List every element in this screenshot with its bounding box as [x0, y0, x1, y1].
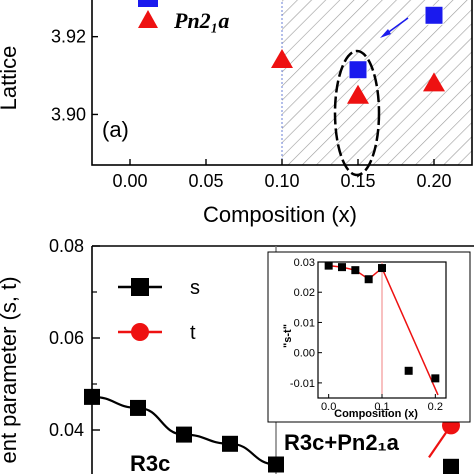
legend-t-label: t	[190, 322, 196, 344]
lattice-y-axis-title: Lattice	[0, 46, 21, 111]
y-tick-label: 0.08	[49, 236, 84, 256]
arrow-annotation	[380, 17, 409, 38]
legend-s: s	[118, 277, 200, 299]
inset-y-tick-label: -0.01	[290, 378, 315, 390]
inset-y-axis-title: "s-t"	[282, 324, 294, 348]
t-series-line	[428, 424, 452, 459]
legend-t: t	[118, 322, 196, 344]
y-tick-label: 3.90	[51, 104, 86, 124]
inset-x-tick-label: 0.0	[321, 401, 336, 413]
legend-square-marker	[138, 0, 158, 7]
x-tick-label: 0.00	[112, 171, 147, 191]
y-tick-label: 3.92	[51, 27, 86, 47]
s-data-point	[176, 426, 192, 443]
inset-data-point	[378, 264, 386, 273]
inset-data-point	[364, 275, 373, 284]
square-marker	[424, 5, 444, 25]
lattice-panel: 0.00 0.05 0.10 0.15 0.20 3.90 3.92 Pn2₁a (a) L…	[0, 0, 473, 227]
lattice-axis-ticks: 0.00 0.05 0.10 0.15 0.20 3.90 3.92	[51, 27, 452, 191]
legend-triangle-marker	[138, 10, 158, 28]
y-tick-label: 0.06	[49, 328, 84, 348]
triangle-marker	[347, 84, 369, 104]
inset-x-tick-label: 0.1	[374, 401, 389, 413]
y-tick-label: 0.04	[49, 420, 84, 440]
composition-x-axis-title: Composition (x)	[203, 202, 357, 227]
inset-data-marks	[324, 261, 440, 396]
inset-y-tick-label: 0.01	[294, 317, 315, 329]
square-marker	[348, 60, 368, 80]
inset-y-tick-label: 0.02	[294, 287, 315, 299]
inset-x-tick-label: 0.2	[428, 401, 443, 413]
inset-data-point	[338, 263, 346, 272]
inset-fit-line	[381, 267, 439, 396]
inset-data-point	[431, 374, 440, 383]
parameter-panel: 0.04 0.06 0.08 s t R3c R3c+Pn2₁a ent param…	[0, 236, 474, 474]
inset-axis-ticks: 0.0 0.1 0.2 0.03 0.02 0.01 0.00 -0.01	[290, 257, 443, 413]
triangle-marker	[423, 72, 445, 92]
inset-plot: 0.0 0.1 0.2 0.03 0.02 0.01 0.00 -0.01 "s-t" Com…	[267, 251, 471, 423]
s-data-point	[84, 388, 100, 405]
inset-y-tick-label: 0.03	[294, 257, 315, 269]
parameter-axis-ticks: 0.04 0.06 0.08	[49, 236, 100, 440]
s-data-point	[268, 456, 284, 473]
x-tick-label: 0.20	[416, 171, 451, 191]
highlight-ellipse	[333, 49, 381, 177]
triangle-marker	[271, 49, 293, 68]
x-tick-label: 0.05	[188, 171, 223, 191]
inset-data-point	[351, 266, 360, 275]
s-data-point	[443, 458, 459, 474]
phase-label-r3c-pn21a: R3c+Pn2₁a	[284, 430, 400, 455]
inset-x-axis-title: Composition (x)	[334, 408, 418, 420]
inset-data-point	[324, 261, 333, 270]
phase-label-r3c: R3c	[130, 451, 170, 474]
inset-y-tick-label: 0.00	[294, 348, 315, 360]
parameter-y-axis-title: ent parameter (s, t)	[0, 276, 21, 463]
s-data-point	[130, 399, 146, 416]
inset-data-point	[404, 366, 413, 375]
legend-s-label: s	[190, 277, 200, 299]
s-data-point	[222, 435, 238, 452]
lattice-data-marks	[271, 5, 445, 104]
panel-label: (a)	[102, 117, 129, 142]
legend-pn21a-label: Pn2₁a	[173, 8, 229, 33]
x-tick-label: 0.10	[264, 171, 299, 191]
x-tick-label: 0.15	[340, 171, 375, 191]
